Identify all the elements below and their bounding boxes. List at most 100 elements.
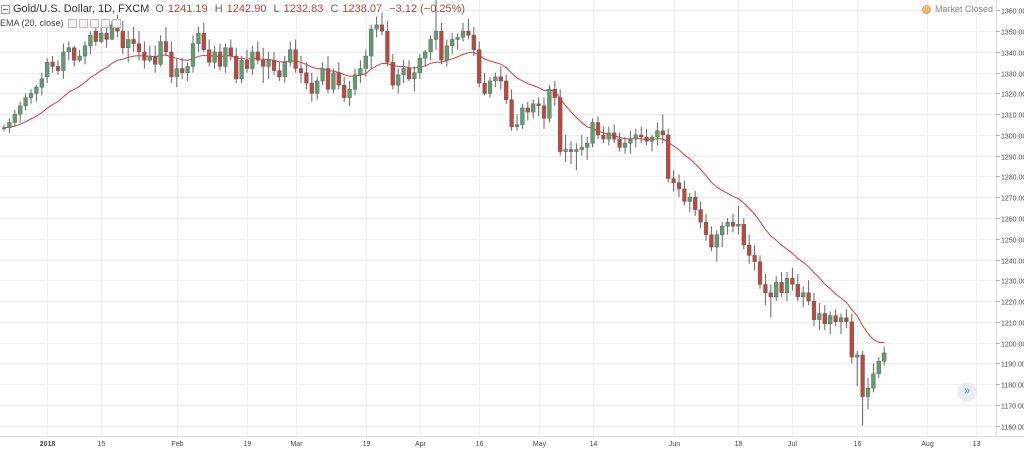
candle-body — [568, 149, 574, 152]
candle-body — [514, 124, 520, 127]
indicator-source-button[interactable] — [89, 18, 99, 28]
candle-body — [99, 33, 104, 42]
candle-body — [207, 49, 212, 63]
candle-body — [212, 51, 217, 63]
candle-body — [687, 197, 692, 202]
candle-body — [844, 317, 849, 323]
candle-body — [131, 39, 136, 44]
candle-body — [234, 55, 239, 80]
candle-body — [250, 51, 255, 69]
candle-body — [271, 60, 277, 71]
candle-body — [169, 51, 174, 78]
candle-body — [466, 30, 471, 36]
candle-body — [536, 103, 541, 107]
indicator-more-button[interactable] — [111, 18, 121, 28]
open-value: 1241.19 — [167, 3, 208, 15]
candle-body — [34, 86, 39, 94]
candle-body — [331, 72, 336, 90]
candle-body — [725, 221, 730, 227]
candle-body — [185, 66, 190, 73]
candle-body — [196, 33, 201, 44]
candle-body — [801, 292, 806, 298]
x-tick-label: Feb — [171, 441, 183, 448]
collapse-legend-icon[interactable] — [1, 4, 10, 14]
candle-body — [352, 74, 358, 90]
candle-body — [93, 30, 98, 42]
indicator-remove-button[interactable] — [100, 18, 110, 28]
candle-body — [309, 82, 314, 94]
candle-body — [50, 62, 55, 67]
ema-indicator-label[interactable]: EMA (20, close) — [0, 18, 64, 28]
candle-body — [871, 373, 876, 389]
x-tick-label: 16 — [854, 441, 862, 448]
y-tick-label: 1310.00 — [1001, 113, 1024, 120]
candle-body — [450, 39, 455, 46]
candle-body — [693, 197, 698, 210]
candle-body — [860, 354, 865, 397]
candle-body — [741, 224, 746, 246]
low-value: 1232.83 — [283, 3, 324, 15]
candle-body — [585, 143, 590, 148]
y-tick-label: 1330.00 — [1001, 72, 1024, 79]
candle-body — [261, 60, 266, 67]
candle-body — [574, 149, 579, 152]
candle-body — [471, 35, 476, 51]
indicator-visibility-button[interactable] — [67, 18, 77, 28]
candle-body — [595, 122, 601, 136]
candle-body — [217, 51, 223, 67]
y-tick-label: 1360.00 — [1001, 9, 1024, 16]
candle-body — [487, 80, 493, 94]
candle-body — [601, 134, 606, 140]
candle-body — [120, 30, 125, 48]
x-tick-label: Apr — [415, 441, 427, 448]
candle-body — [763, 284, 768, 293]
y-tick-label: 1320.00 — [1001, 92, 1024, 99]
candle-body — [282, 62, 287, 78]
candle-body — [72, 47, 77, 61]
x-tick-label: 14 — [590, 441, 598, 448]
x-tick-label: Jun — [669, 441, 680, 448]
candle-body — [676, 182, 682, 190]
candle-body — [228, 47, 233, 57]
candle-body — [558, 97, 563, 152]
candle-body — [401, 68, 406, 75]
candle-body — [174, 68, 179, 78]
candle-body — [153, 55, 158, 65]
low-label: L — [273, 3, 280, 15]
candle-body — [671, 178, 676, 183]
candle-body — [644, 136, 649, 142]
candle-body — [385, 30, 390, 63]
candle-body — [396, 74, 401, 86]
candle-body — [531, 103, 536, 113]
candle-body — [66, 47, 71, 53]
candle-body — [666, 134, 671, 179]
scroll-to-realtime-button[interactable]: » — [958, 383, 976, 401]
candle-body — [757, 261, 763, 285]
y-tick-label: 1240.00 — [1001, 259, 1024, 266]
candle-body — [7, 122, 12, 128]
x-tick-label: May — [533, 441, 547, 448]
close-value: 1238.07 — [342, 3, 383, 15]
candle-body — [622, 143, 628, 148]
candle-body — [730, 221, 736, 227]
candle-body — [55, 66, 61, 71]
candle-body — [779, 282, 784, 293]
candle-body — [180, 68, 185, 73]
change-value: −3.12 (−0.25%) — [389, 3, 466, 15]
candle-body — [320, 68, 325, 82]
price-axis: 1160.00 1170.00 1180.00 1190.00 1200.00 1210.… — [996, 9, 1024, 432]
x-tick-label: Aug — [921, 441, 934, 448]
candles-layer — [1, 0, 887, 426]
candle-body — [817, 313, 822, 320]
y-tick-label: 1170.00 — [1001, 404, 1024, 411]
candle-body — [617, 138, 622, 148]
candle-body — [563, 149, 568, 152]
y-tick-label: 1160.00 — [1001, 425, 1024, 432]
legend-main-row: Gold/U.S. Dollar, 1D, FXCM O 1241.19 H 124… — [0, 2, 469, 16]
candle-body — [266, 60, 271, 67]
candle-body — [433, 30, 439, 40]
y-tick-label: 1180.00 — [1001, 383, 1024, 390]
indicator-settings-button[interactable] — [78, 18, 88, 28]
candle-body — [82, 45, 88, 57]
